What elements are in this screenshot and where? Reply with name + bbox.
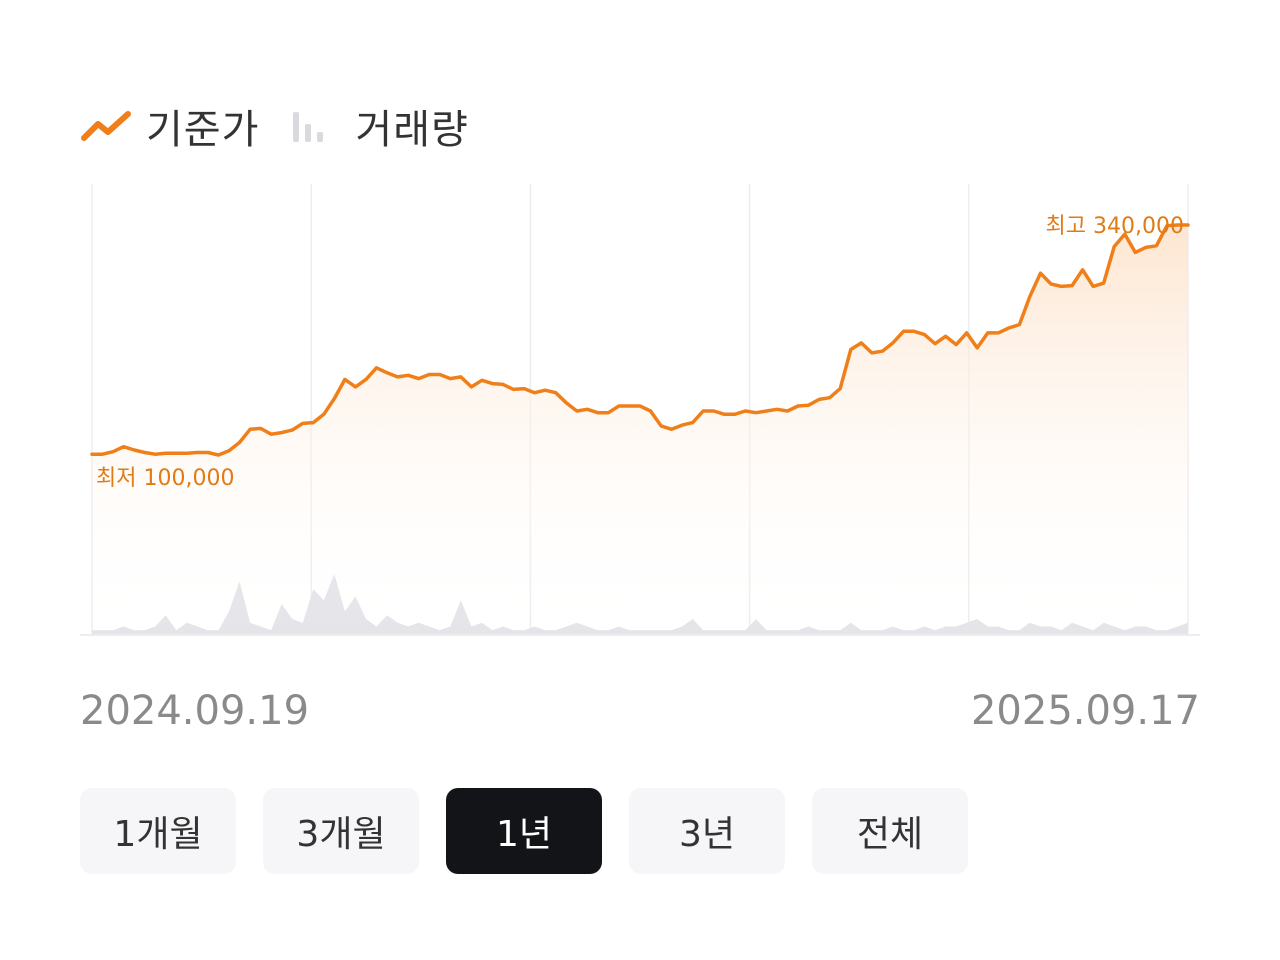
min-price-label: 최저 100,000: [96, 466, 234, 491]
bar-chart-icon: [289, 106, 343, 146]
axis-start-date: 2024.09.19: [80, 688, 310, 734]
price-chart-svg: 최저 100,000 최고 340,000: [80, 184, 1200, 636]
legend-price-label: 기준가: [146, 107, 260, 153]
period-button-4[interactable]: 3년: [629, 788, 785, 874]
price-chart[interactable]: 최저 100,000 최고 340,000: [0, 170, 1280, 660]
legend-volume-label: 거래량: [355, 107, 469, 153]
trend-line-icon: [80, 106, 134, 146]
price-series-line: [90, 223, 1190, 457]
chart-legend: 기준가 거래량: [80, 96, 499, 156]
period-selector: 1개월 3개월 1년 3년 전체: [80, 788, 995, 874]
axis-end-date: 2025.09.17: [970, 688, 1200, 734]
price-area: [92, 225, 1188, 634]
period-button-1[interactable]: 1개월: [80, 788, 236, 874]
period-button-5[interactable]: 전체: [812, 788, 968, 874]
period-button-2[interactable]: 3개월: [263, 788, 419, 874]
max-price-label: 최고 340,000: [1046, 214, 1184, 239]
period-button-3[interactable]: 1년: [446, 788, 602, 874]
legend-item-price[interactable]: 기준가: [80, 97, 259, 155]
legend-item-volume[interactable]: 거래량: [289, 97, 468, 155]
